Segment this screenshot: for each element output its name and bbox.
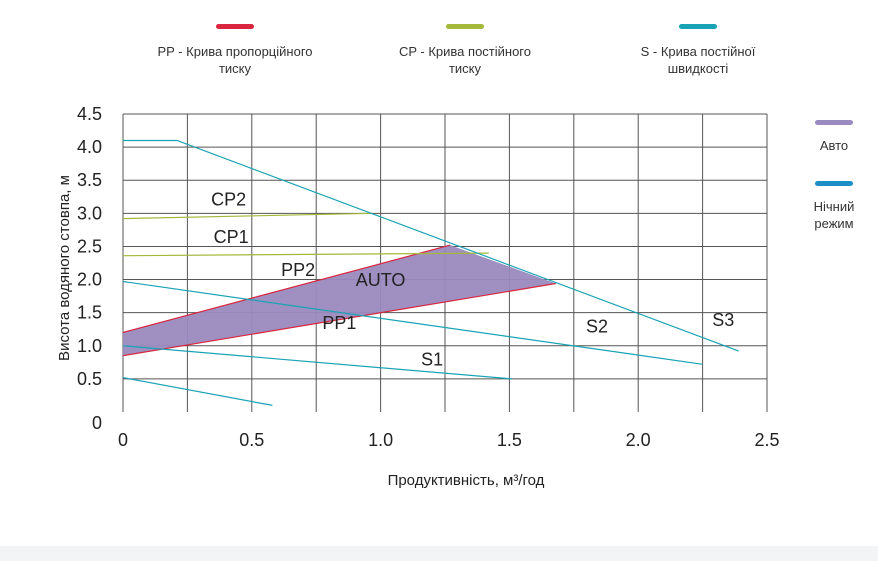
- legend-auto-swatch: [815, 120, 853, 125]
- series-line-cp1: [122, 252, 489, 257]
- series-line-s1: [122, 345, 513, 380]
- x-tick-label: 0: [118, 430, 128, 450]
- y-tick-label: 2.0: [77, 270, 102, 290]
- y-tick-label: 4.5: [77, 104, 102, 124]
- legend-night-swatch: [815, 181, 853, 186]
- series-line-s2: [122, 280, 703, 365]
- y-tick-label: 4.0: [77, 137, 102, 157]
- legend-s: S - Крива постійної швидкості: [600, 24, 796, 77]
- legend-auto: Авто: [790, 120, 878, 154]
- series-lines: [122, 139, 739, 406]
- legend-cp-label: CP - Крива постійного тиску: [398, 44, 531, 76]
- y-tick-label: 3.5: [77, 170, 102, 190]
- legend-night-label: Нічний режим: [813, 199, 855, 231]
- y-tick-label: 2.5: [77, 236, 102, 256]
- x-tick-label: 0.5: [239, 430, 264, 450]
- y-tick-label: 1.0: [77, 336, 102, 356]
- legend-pp-label: PP - Крива пропорційного тиску: [157, 44, 313, 76]
- series-label-cp2: CP2: [211, 189, 246, 209]
- series-labels: PP1 PP2 CP1 CP2 S1 S2 S3 AUTO: [211, 189, 734, 369]
- legend-s-label: S - Крива постійної швидкості: [640, 44, 756, 76]
- series-label-cp1: CP1: [214, 227, 249, 247]
- series-line-s3: [123, 139, 739, 352]
- legend-s-swatch: [679, 24, 717, 29]
- series-line-s-low: [122, 377, 273, 406]
- series-label-s1: S1: [421, 350, 443, 370]
- top-legend: PP - Крива пропорційного тиску CP - Крив…: [0, 0, 878, 90]
- auto-region: [123, 245, 556, 356]
- legend-auto-label: Авто: [819, 138, 849, 153]
- series-line-pp1: [122, 282, 556, 357]
- series-label-pp1: PP1: [322, 313, 356, 333]
- series-label-s2: S2: [586, 317, 608, 337]
- x-tick-label: 2.0: [626, 430, 651, 450]
- legend-cp: CP - Крива постійного тиску: [360, 24, 570, 77]
- x-tick-label: 1.5: [497, 430, 522, 450]
- legend-cp-swatch: [446, 24, 484, 29]
- series-label-pp2: PP2: [281, 260, 315, 280]
- auto-region-layer: [123, 245, 556, 356]
- legend-pp: PP - Крива пропорційного тиску: [120, 24, 350, 77]
- y-axis-label: Висота водяного стовпа, м: [56, 175, 73, 361]
- series-label-s3: S3: [712, 310, 734, 330]
- series-line-cp2: [122, 212, 373, 220]
- legend-night: Нічний режим: [790, 181, 878, 232]
- y-tick-label: 1.5: [77, 303, 102, 323]
- footer-bar: [0, 546, 878, 561]
- y-tick-label: 3.0: [77, 203, 102, 223]
- y-tick-label: 0: [92, 413, 102, 433]
- y-tick-label: 0.5: [77, 369, 102, 389]
- auto-region-label: AUTO: [356, 270, 406, 290]
- x-tick-label: 2.5: [754, 430, 779, 450]
- legend-pp-swatch: [216, 24, 254, 29]
- series-line-pp2: [122, 244, 451, 334]
- axis-ticks: 0 0.5 1.0 1.5 2.0 2.5 3.0 3.5 4.0 4.5 0 0.5 1.0 1.5 2.…: [77, 104, 780, 450]
- x-tick-label: 1.0: [368, 430, 393, 450]
- x-axis-label: Продуктивність, м³/год: [388, 472, 545, 489]
